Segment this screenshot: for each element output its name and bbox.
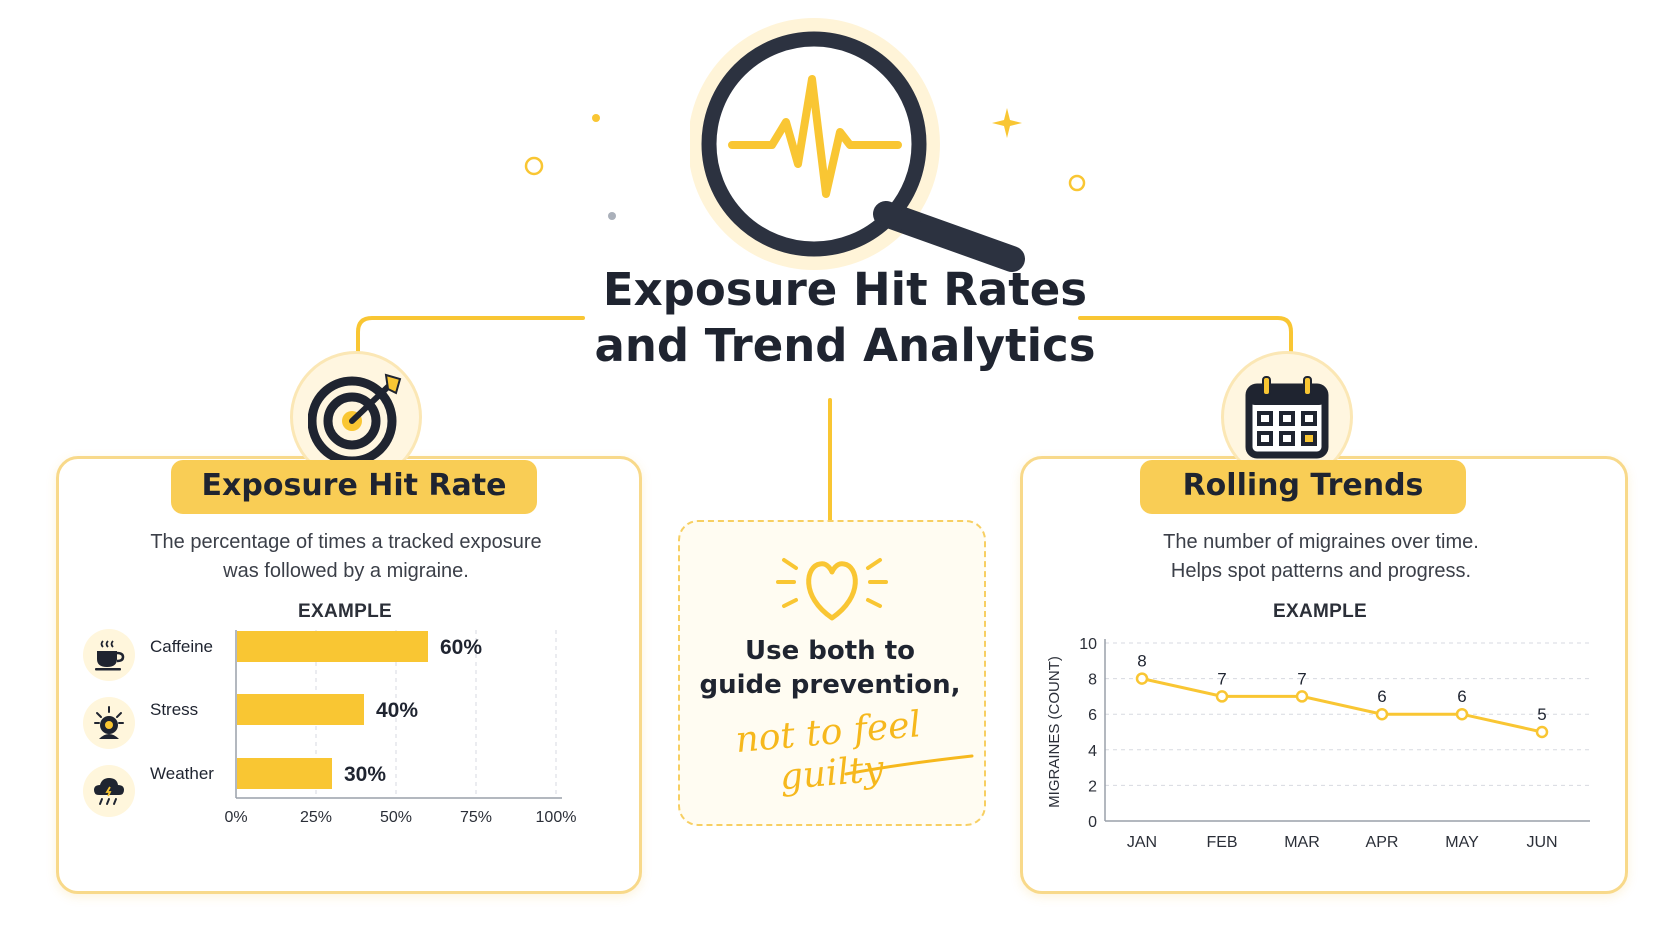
right-desc-line-1: The number of migraines over time. <box>1163 531 1479 553</box>
title-line-1: Exposure Hit Rates <box>602 263 1088 316</box>
trend-value-label: 6 <box>1377 687 1386 706</box>
title-line-2: and Trend Analytics <box>594 319 1096 372</box>
weather-icon-circle <box>83 765 135 817</box>
line-y-tick-label: 4 <box>1088 743 1097 760</box>
trend-point <box>1135 672 1149 685</box>
stress-icon-circle <box>83 697 135 749</box>
left-desc-line-1: The percentage of times a tracked exposu… <box>150 531 542 553</box>
line-x-tick-label: MAY <box>1445 834 1479 851</box>
trend-point <box>1455 707 1469 721</box>
trend-value-label: 6 <box>1457 687 1466 706</box>
stress-head-icon <box>94 706 124 739</box>
line-x-tick-label: MAR <box>1284 834 1320 851</box>
hit-rate-bar-chart: 0% 25% 50% 75% 100% Caffeine 60% Stress 40% Weath… <box>150 630 577 826</box>
line-y-tick-label: 8 <box>1088 672 1097 689</box>
trend-value-label: 5 <box>1537 705 1546 724</box>
coffee-cup-icon <box>95 640 125 671</box>
magnifier-pulse-icon <box>688 14 1030 274</box>
line-y-tick-label: 10 <box>1079 636 1097 653</box>
rolling-trends-description: The number of migraines over time. Helps… <box>1020 528 1622 586</box>
bar-weather <box>237 758 332 789</box>
exposure-hit-rate-panel <box>56 456 642 894</box>
line-x-tick-label: FEB <box>1206 834 1237 851</box>
line-y-tick-label: 0 <box>1088 814 1097 831</box>
page-title: Exposure Hit Rates and Trend Analytics <box>560 262 1130 374</box>
bar-category-label: Weather <box>150 764 214 783</box>
sparkle-dot <box>592 114 600 122</box>
target-arrow-icon <box>308 373 402 465</box>
right-connector-line <box>1078 316 1293 354</box>
bar-x-tick-label: 25% <box>300 809 332 826</box>
sparkle-star <box>992 108 1022 138</box>
migraine-trend-line-chart: 0 2 4 6 8 10 MIGRAINES (COUNT) 8 JAN 7 FEB 7 MAR 6 APR… <box>1046 636 1590 851</box>
calendar-icon <box>1245 376 1329 459</box>
trend-point <box>1535 725 1549 739</box>
script-underline <box>844 754 974 776</box>
exposure-hit-rate-heading: Exposure Hit Rate <box>171 460 537 514</box>
sparkle-ring <box>1068 174 1086 192</box>
trend-point <box>1375 707 1389 721</box>
trend-value-label: 7 <box>1217 669 1226 688</box>
left-desc-line-2: was followed by a migraine. <box>223 560 469 582</box>
rain-cloud-icon <box>94 778 124 805</box>
heart-icon <box>776 558 888 621</box>
trend-point <box>1295 690 1309 703</box>
bar-value-label: 60% <box>440 636 482 659</box>
bar-value-label: 40% <box>376 699 418 722</box>
left-example-label: EXAMPLE <box>298 601 392 622</box>
guidance-text: Use both to guide prevention, <box>680 634 980 702</box>
bar-category-label: Caffeine <box>150 637 213 656</box>
trend-value-label: 8 <box>1137 652 1146 671</box>
sparkle-ring <box>524 156 544 176</box>
sparkle-dot <box>608 212 616 220</box>
bar-x-tick-label: 100% <box>536 809 577 826</box>
exposure-hit-rate-description: The percentage of times a tracked exposu… <box>56 528 636 586</box>
caffeine-icon-circle <box>83 629 135 681</box>
bar-value-label: 30% <box>344 763 386 786</box>
line-y-tick-label: 2 <box>1088 778 1097 795</box>
line-y-axis-title: MIGRAINES (COUNT) <box>1046 656 1063 808</box>
trend-line <box>1141 677 1543 734</box>
rolling-trends-heading: Rolling Trends <box>1140 460 1466 514</box>
line-x-tick-label: JUN <box>1526 834 1557 851</box>
bar-stress <box>237 694 364 725</box>
line-y-tick-label: 6 <box>1088 707 1097 724</box>
trend-point <box>1215 690 1229 703</box>
bar-x-tick-label: 75% <box>460 809 492 826</box>
trend-value-label: 7 <box>1297 669 1306 688</box>
line-x-tick-label: JAN <box>1127 834 1157 851</box>
left-connector-line <box>356 316 585 354</box>
bar-category-label: Stress <box>150 700 198 719</box>
right-desc-line-2: Helps spot patterns and progress. <box>1170 560 1472 582</box>
right-example-label: EXAMPLE <box>1273 601 1367 622</box>
bar-caffeine <box>237 631 428 662</box>
line-x-tick-label: APR <box>1366 834 1399 851</box>
guidance-line-2: guide prevention, <box>699 670 961 700</box>
bar-x-tick-label: 50% <box>380 809 412 826</box>
bar-x-tick-label: 0% <box>224 809 247 826</box>
guidance-line-1: Use both to <box>744 636 916 666</box>
